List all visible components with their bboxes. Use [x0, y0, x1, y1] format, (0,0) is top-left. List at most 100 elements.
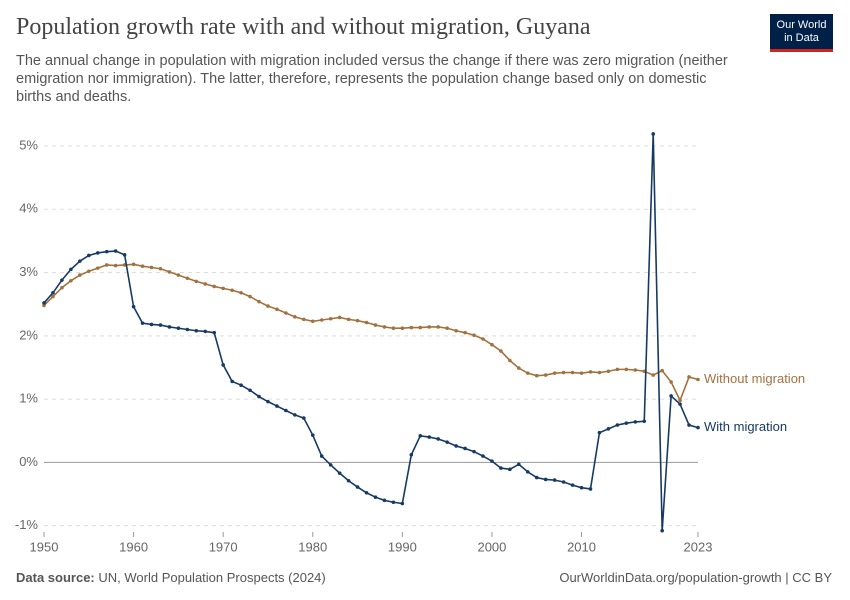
point [409, 325, 414, 330]
point [203, 329, 208, 334]
point [463, 330, 467, 335]
point [678, 398, 682, 403]
point [624, 421, 629, 425]
point [427, 435, 432, 439]
point [588, 487, 593, 491]
series-label: With migration [704, 419, 787, 434]
point [382, 498, 387, 503]
point [633, 420, 638, 424]
point [212, 284, 217, 289]
point [78, 259, 82, 263]
point [552, 478, 557, 482]
point [275, 307, 279, 312]
point [490, 459, 494, 463]
subtitle: The annual change in population with mig… [16, 53, 728, 105]
y-tick-label: 4% [19, 201, 38, 216]
point [60, 278, 64, 282]
x-tick-label: 2000 [477, 539, 506, 554]
point [104, 249, 109, 254]
point [176, 273, 181, 277]
point [400, 326, 405, 331]
point [140, 321, 145, 325]
point [409, 452, 414, 457]
url[interactable]: OurWorldinData.org/population-growth | C… [559, 570, 832, 585]
point [696, 377, 700, 382]
point [534, 475, 539, 480]
point [337, 315, 342, 320]
x-tick-label: 1960 [119, 539, 148, 554]
point [194, 328, 199, 333]
y-tick-label: 0% [19, 454, 38, 469]
point [158, 266, 163, 271]
point [337, 471, 342, 475]
point [579, 371, 584, 375]
point [534, 373, 539, 378]
point [597, 370, 602, 375]
point [481, 337, 485, 341]
point [588, 370, 593, 374]
point [525, 371, 530, 375]
point [60, 285, 64, 290]
x-tick-label: 1970 [209, 539, 238, 554]
point [212, 330, 217, 335]
point [660, 368, 664, 373]
point [678, 402, 682, 406]
point [302, 317, 306, 322]
point [257, 299, 261, 304]
point [570, 370, 575, 375]
point [69, 267, 73, 272]
point [328, 463, 333, 467]
series-label: Without migration [704, 371, 805, 386]
point [95, 251, 100, 255]
point [642, 419, 647, 424]
point [230, 379, 234, 384]
point [310, 433, 315, 437]
logo[interactable]: Our World in Data [770, 14, 833, 52]
point [436, 325, 440, 329]
point [113, 249, 118, 253]
point [364, 490, 369, 495]
point [373, 323, 378, 327]
point [364, 320, 369, 325]
point [615, 423, 620, 427]
point [86, 253, 91, 258]
point [149, 265, 154, 270]
point [140, 264, 145, 269]
point [319, 318, 324, 322]
point [481, 454, 485, 458]
point [104, 263, 109, 267]
point [293, 413, 297, 417]
point [346, 478, 351, 483]
logo-line: in Data [784, 32, 819, 44]
point [167, 270, 172, 274]
x-tick-label: 1980 [298, 539, 327, 554]
point [651, 373, 656, 377]
point [391, 500, 396, 505]
point [319, 454, 324, 458]
point [418, 434, 423, 438]
x-tick-label: 2023 [684, 539, 713, 554]
point [149, 322, 154, 327]
point [239, 383, 243, 387]
point [266, 399, 270, 404]
point [78, 273, 82, 277]
point [51, 290, 55, 295]
point [158, 323, 163, 327]
point [122, 253, 127, 257]
point [624, 367, 629, 372]
point [418, 325, 423, 330]
point [669, 394, 673, 398]
x-tick-label: 1990 [388, 539, 417, 554]
point [606, 369, 611, 374]
point [472, 449, 476, 454]
point [696, 425, 700, 430]
point [310, 319, 315, 324]
point [543, 477, 548, 482]
y-tick-label: -1% [15, 517, 39, 532]
point [355, 318, 360, 323]
point [579, 485, 584, 490]
point [302, 416, 306, 420]
point [508, 467, 512, 472]
point [687, 423, 691, 427]
